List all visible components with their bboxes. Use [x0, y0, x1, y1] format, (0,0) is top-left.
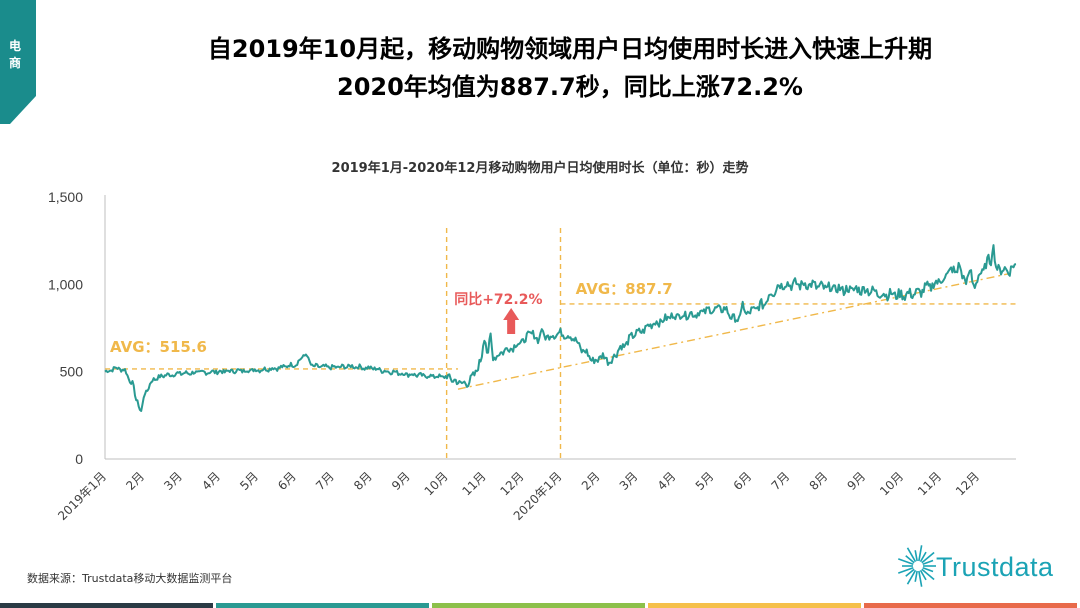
category-tag: 电商 [0, 0, 36, 124]
x-tick-label: 3月 [617, 469, 641, 493]
y-tick-label: 1,000 [48, 276, 83, 292]
x-tick-label: 7月 [313, 469, 337, 493]
chart-title: 2019年1月-2020年12月移动购物用户日均使用时长（单位：秒）走势 [331, 161, 749, 176]
logo-ray [906, 547, 917, 563]
bottom-color-bar [0, 603, 1080, 608]
trustdata-logo: Trustdata [892, 538, 1072, 594]
series-line [104, 244, 1017, 412]
x-tick-label: 11月 [915, 469, 944, 498]
logo-ray [918, 545, 923, 562]
y-tick-label: 1,500 [48, 189, 83, 205]
logo-ray [897, 558, 914, 566]
line-chart: 0 500 1,000 1,500 2019年1月 2月 3月 4月 5月 6月 7月 8月 9月 10月… [48, 189, 1017, 523]
x-tick-label: 12月 [953, 469, 982, 498]
logo-ray [906, 569, 917, 585]
logo-ray [921, 551, 935, 564]
y-tick-label: 500 [60, 364, 84, 380]
logo-ray [914, 550, 918, 562]
x-tick-label: 5月 [237, 469, 261, 493]
x-tick-label: 7月 [769, 469, 793, 493]
x-tick-label: 6月 [275, 469, 299, 493]
x-tick-label: 2月 [579, 469, 603, 493]
x-tick-label: 10月 [422, 469, 451, 498]
data-source: 数据来源：Trustdata移动大数据监测平台 [27, 572, 233, 585]
logo-ray [914, 570, 918, 582]
avg-2020-label: AVG：887.7 [576, 280, 673, 298]
x-tick-label: 2月 [123, 469, 147, 493]
growth-arrow-icon [503, 308, 520, 334]
x-tick-label: 10月 [877, 469, 906, 498]
tag-label: 电商 [8, 39, 21, 70]
logo-ray [905, 568, 915, 577]
trend-line [457, 273, 1009, 390]
bottom-bar-segment [216, 603, 429, 608]
x-tick-label: 4月 [199, 469, 223, 493]
x-tick-label: 9月 [845, 469, 869, 493]
logo-burst-icon [897, 545, 939, 587]
tag-shape [0, 0, 36, 124]
title-line-1: 自2019年10月起，移动购物领域用户日均使用时长进入快速上升期 [207, 35, 933, 63]
logo-ray [918, 570, 923, 587]
bottom-bar-segment [432, 603, 645, 608]
y-tick-label: 0 [75, 451, 83, 467]
x-tick-label: 3月 [161, 469, 185, 493]
logo-ray [905, 555, 915, 564]
x-tick-label: 9月 [389, 469, 413, 493]
x-tick-label: 8月 [807, 469, 831, 493]
logo-ray [921, 568, 935, 581]
logo-ray [897, 566, 914, 574]
growth-label: 同比+72.2% [454, 291, 542, 308]
avg-2019-label: AVG：515.6 [110, 338, 207, 356]
logo-ray [922, 566, 934, 573]
logo-text: Trustdata [936, 552, 1054, 582]
x-tick-label: 6月 [731, 469, 755, 493]
x-tick-label: 5月 [693, 469, 717, 493]
x-tick-label: 11月 [460, 469, 489, 498]
logo-ray [919, 551, 927, 563]
page-title: 自2019年10月起，移动购物领域用户日均使用时长进入快速上升期 2020年均值… [60, 30, 1080, 106]
x-tick-label: 12月 [497, 469, 526, 498]
logo-ray [919, 569, 927, 581]
title-line-2: 2020年均值为887.7秒，同比上涨72.2% [337, 73, 803, 101]
bottom-bar-segment [864, 603, 1077, 608]
x-tick-label: 4月 [655, 469, 679, 493]
bottom-bar-segment [648, 603, 861, 608]
logo-ray [922, 559, 934, 566]
bottom-bar-segment [0, 603, 213, 608]
x-tick-label: 8月 [351, 469, 375, 493]
x-tick-label: 2019年1月 [55, 469, 109, 523]
